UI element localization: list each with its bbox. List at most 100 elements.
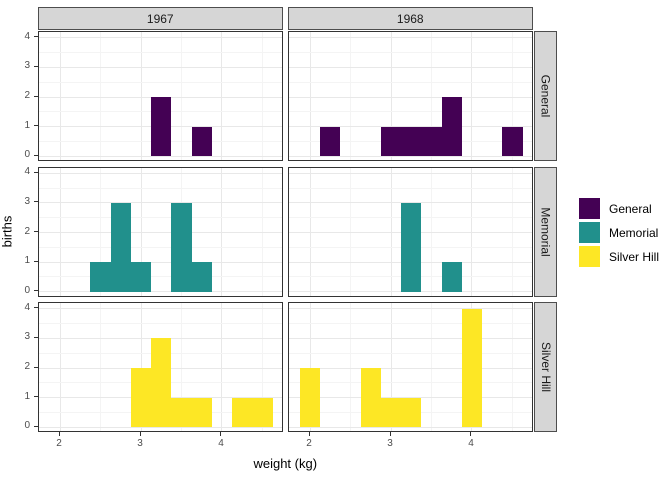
- y-tick-label: 3: [24, 60, 30, 72]
- gridline-y-minor: [289, 52, 532, 54]
- panel-silver-hill-1968: [288, 302, 533, 432]
- gridline-y-major: [289, 172, 532, 174]
- histogram-bar: [151, 97, 172, 157]
- panel-memorial-1968: [288, 166, 533, 297]
- legend-label-memorial: Memorial: [609, 225, 659, 240]
- gridline-x-major: [471, 167, 473, 296]
- y-tick-mark: [34, 231, 38, 232]
- facet-strip-1967: 1967: [38, 7, 283, 30]
- x-tick-label: 3: [137, 438, 143, 449]
- histogram-bar: [380, 126, 402, 157]
- legend-key-memorial-swatch: [579, 222, 600, 243]
- gridline-x-minor: [511, 167, 513, 296]
- gridline-y-major: [39, 232, 282, 233]
- histogram-bar: [191, 397, 212, 428]
- y-tick-label: 0: [24, 149, 30, 161]
- y-tick-label: 4: [24, 301, 30, 313]
- gridline-y-minor: [289, 81, 532, 83]
- histogram-bar: [461, 308, 483, 428]
- gridline-y-major: [289, 291, 532, 293]
- gridline-x-major: [59, 32, 61, 160]
- y-tick-mark: [34, 65, 38, 67]
- legend: General Memorial Silver Hill: [579, 198, 659, 267]
- gridline-x-minor: [100, 32, 102, 160]
- panel-general-1968: [288, 31, 533, 161]
- gridline-y-major: [39, 426, 282, 428]
- gridline-y-major: [289, 367, 532, 369]
- histogram-bar: [191, 126, 212, 157]
- y-tick-label: 1: [24, 119, 30, 131]
- x-tick-mark: [58, 432, 60, 436]
- x-tick-mark: [220, 432, 222, 436]
- gridline-x-minor: [350, 167, 352, 296]
- gridline-y-minor: [39, 276, 282, 278]
- facet-strip-general-label: General: [538, 74, 553, 118]
- y-tick-mark: [34, 154, 38, 156]
- y-tick-mark: [34, 307, 38, 309]
- facet-strip-memorial: Memorial: [534, 166, 557, 297]
- gridline-y-minor: [289, 323, 532, 325]
- histogram-bar: [421, 126, 442, 157]
- histogram-bar: [380, 397, 402, 428]
- y-tick-mark: [34, 425, 38, 427]
- histogram-bar: [232, 397, 253, 428]
- histogram-bar: [90, 262, 111, 292]
- x-tick-mark: [139, 432, 141, 436]
- y-tick-label: 2: [24, 361, 30, 372]
- gridline-x-major: [140, 167, 142, 296]
- y-tick-label: 0: [24, 284, 30, 296]
- gridline-x-minor: [511, 303, 513, 431]
- gridline-y-minor: [289, 382, 532, 384]
- x-tick-label: 3: [387, 438, 393, 449]
- gridline-y-minor: [39, 81, 282, 83]
- gridline-x-minor: [100, 167, 102, 296]
- y-tick-mark: [34, 336, 38, 338]
- histogram-bar: [110, 202, 131, 292]
- x-tick-label: 2: [56, 438, 62, 449]
- histogram-bar: [401, 397, 422, 428]
- x-tick-label: 4: [468, 438, 474, 449]
- gridline-x-minor: [100, 303, 102, 431]
- legend-label-general: General: [609, 201, 652, 216]
- gridline-x-minor: [350, 32, 352, 160]
- y-tick-mark: [34, 171, 38, 173]
- histogram-bar: [401, 202, 422, 292]
- gridline-y-major: [289, 426, 532, 428]
- gridline-y-major: [39, 37, 282, 39]
- gridline-y-minor: [289, 187, 532, 189]
- histogram-bar: [151, 338, 172, 428]
- gridline-y-major: [289, 308, 532, 310]
- gridline-x-major: [221, 167, 223, 296]
- y-tick-mark: [34, 95, 38, 97]
- y-tick-label: 0: [24, 420, 30, 432]
- y-tick-mark: [34, 290, 38, 292]
- histogram-bar: [441, 262, 462, 292]
- y-tick-mark: [34, 366, 38, 368]
- x-tick-label: 4: [218, 438, 224, 449]
- gridline-y-major: [289, 337, 532, 339]
- gridline-y-minor: [39, 52, 282, 54]
- gridline-x-minor: [261, 303, 263, 431]
- gridline-x-major: [221, 32, 223, 160]
- histogram-bar: [502, 126, 523, 157]
- gridline-y-minor: [289, 111, 532, 113]
- facet-strip-1967-label: 1967: [146, 11, 174, 26]
- gridline-y-major: [39, 291, 282, 293]
- histogram-bar: [360, 368, 381, 428]
- x-tick-label: 2: [306, 438, 312, 449]
- legend-label-silver-hill: Silver Hill: [609, 249, 660, 264]
- y-tick-label: 3: [24, 331, 30, 343]
- histogram-bar: [401, 126, 422, 157]
- gridline-x-minor: [430, 303, 432, 431]
- y-tick-mark: [34, 125, 38, 127]
- histogram-bar: [191, 262, 212, 292]
- gridline-x-major: [471, 32, 473, 160]
- panel-general-1967: [38, 31, 283, 161]
- gridline-x-major: [390, 303, 392, 431]
- histogram-bar: [252, 397, 273, 428]
- gridline-x-minor: [261, 32, 263, 160]
- y-tick-label: 4: [24, 30, 30, 42]
- histogram-bar: [320, 126, 341, 157]
- legend-key-silver-hill-swatch: [579, 246, 600, 267]
